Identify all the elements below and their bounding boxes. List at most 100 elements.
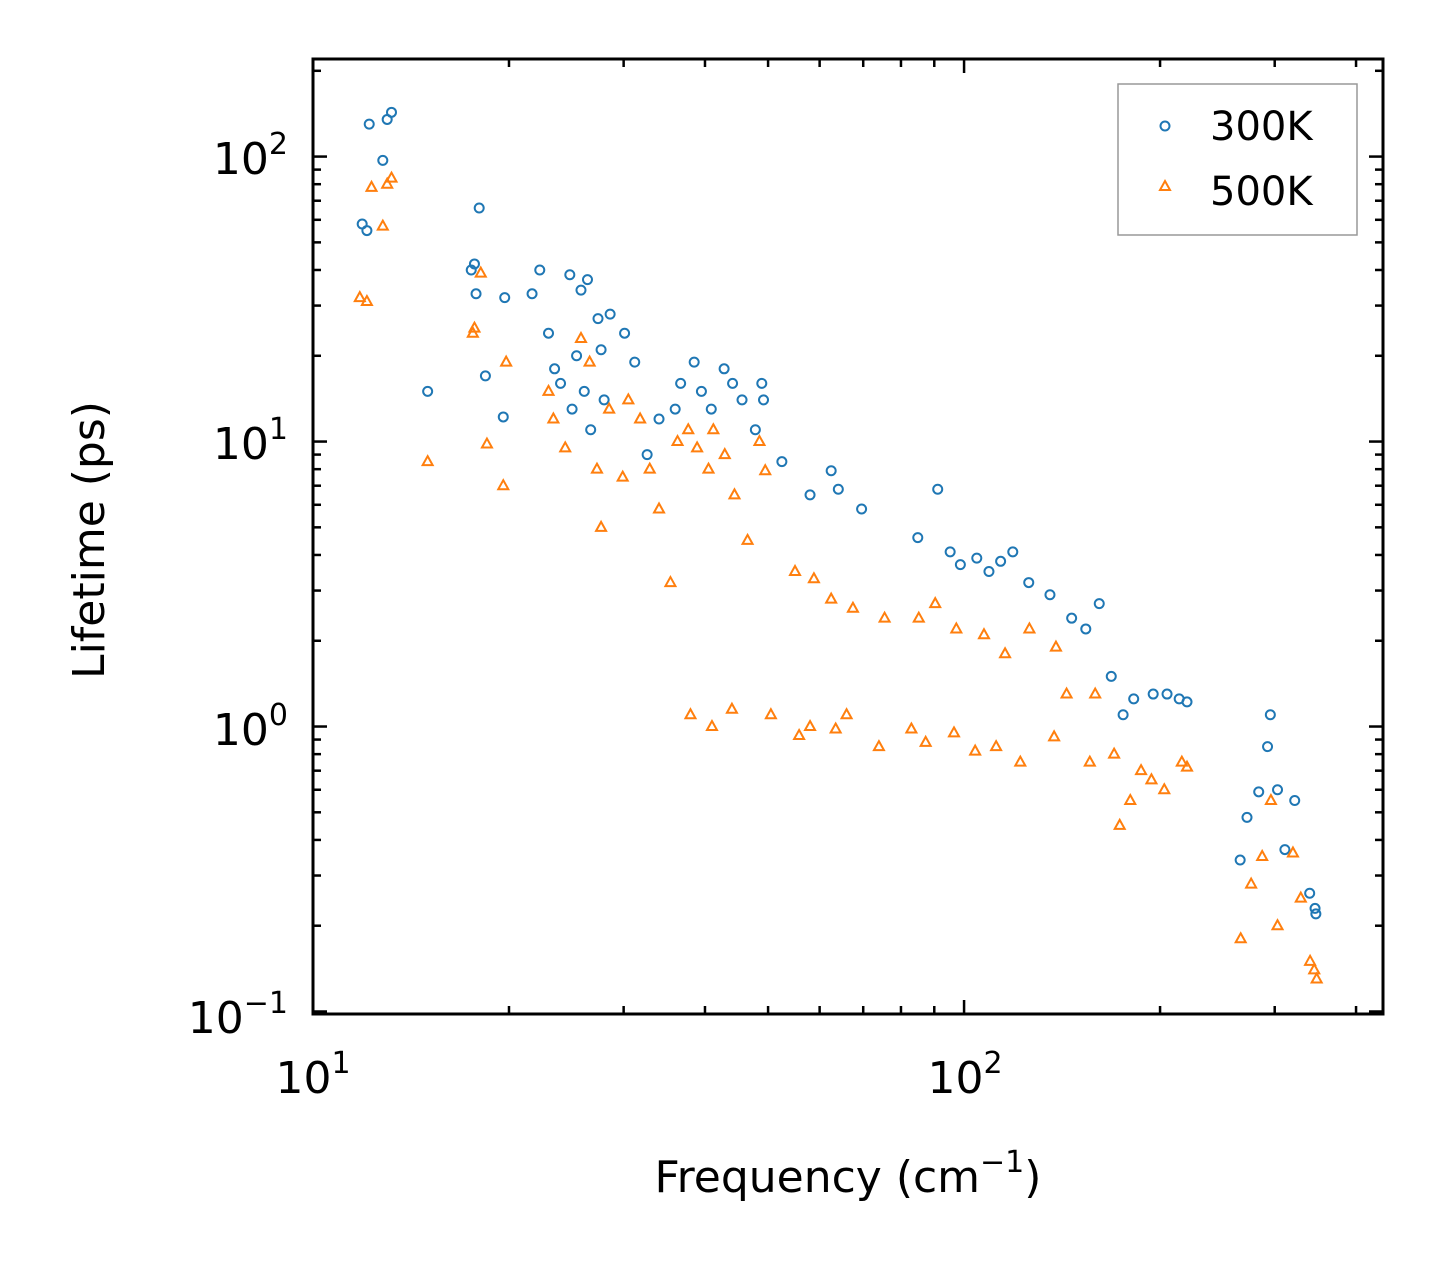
- data-point-300k: [361, 225, 373, 237]
- data-point-300k: [526, 288, 538, 300]
- y-tick-label-0.1: 10−1: [188, 986, 288, 1044]
- data-point-500k: [594, 519, 608, 532]
- data-point-500k: [968, 743, 982, 756]
- data-point-500k: [912, 610, 926, 623]
- data-point-300k: [749, 424, 761, 436]
- data-point-300k: [592, 313, 604, 325]
- data-point-500k: [1244, 876, 1258, 889]
- data-point-500k: [467, 320, 482, 333]
- y-tick-label-10-exp: 1: [269, 412, 288, 447]
- data-point-300k: [1023, 577, 1035, 589]
- data-point-500k: [1144, 772, 1159, 785]
- data-point-500k: [621, 392, 636, 405]
- data-point-500k: [989, 739, 1003, 752]
- data-point-500k: [1303, 953, 1317, 966]
- data-point-300k: [468, 258, 480, 270]
- points-layer: [353, 106, 1324, 984]
- data-point-500k: [683, 707, 698, 720]
- legend-label-500k: 500K: [1210, 169, 1314, 215]
- data-point-500k: [376, 218, 390, 231]
- data-point-300k: [386, 106, 398, 118]
- data-point-500k: [652, 501, 666, 514]
- data-point-500k: [690, 440, 704, 453]
- data-point-500k: [663, 575, 678, 588]
- data-point-300k: [688, 356, 700, 368]
- data-point-500k: [792, 727, 806, 741]
- data-point-300k: [669, 403, 681, 415]
- data-point-300k: [1161, 688, 1173, 700]
- x-tick-label-10: 101: [275, 1046, 350, 1104]
- legend: 300K 500K: [1117, 83, 1358, 236]
- data-point-500k: [364, 179, 379, 192]
- data-point-300k: [604, 308, 616, 320]
- data-point-500k: [872, 739, 886, 752]
- data-point-300k: [1007, 546, 1019, 558]
- data-point-300k: [571, 350, 583, 362]
- data-point-500k: [1113, 817, 1127, 830]
- data-point-300k: [566, 403, 578, 415]
- y-tick-label-10: 101: [213, 412, 288, 470]
- data-point-300k: [1066, 612, 1078, 624]
- data-point-300k: [479, 370, 491, 382]
- data-point-500k: [380, 176, 394, 189]
- data-point-300k: [555, 377, 567, 389]
- data-point-500k: [633, 411, 647, 424]
- data-point-300k: [1279, 844, 1291, 856]
- data-point-500k: [824, 591, 838, 604]
- y-tick-label-10-base: 10: [213, 419, 269, 470]
- data-point-300k: [470, 288, 482, 300]
- data-point-300k: [1272, 784, 1284, 796]
- data-point-500k: [590, 461, 604, 474]
- data-point-500k: [1270, 918, 1285, 931]
- data-point-500k: [828, 721, 843, 734]
- data-point-300k: [1093, 598, 1105, 610]
- data-point-300k: [758, 394, 770, 406]
- data-point-300k: [619, 327, 631, 339]
- data-point-500k: [758, 463, 772, 476]
- y-tick-label-100-base: 10: [213, 134, 269, 185]
- y-tick-label-0.1-base: 10: [188, 993, 244, 1044]
- data-point-300k: [1105, 670, 1117, 682]
- data-point-300k: [804, 489, 816, 501]
- data-point-500k: [839, 707, 854, 720]
- data-point-300k: [1309, 902, 1321, 914]
- data-point-300k: [641, 449, 653, 461]
- data-point-500k: [480, 436, 494, 449]
- data-point-500k: [788, 563, 802, 576]
- data-point-300k: [377, 154, 389, 166]
- x-axis-label-sup: −1: [980, 1145, 1024, 1180]
- data-point-300k: [1128, 693, 1140, 705]
- data-point-500k: [998, 646, 1012, 659]
- data-point-300k: [578, 385, 590, 397]
- y-tick-label-1-exp: 0: [269, 698, 288, 733]
- data-point-300k: [598, 394, 610, 406]
- data-point-500k: [947, 725, 961, 738]
- data-point-300k: [983, 565, 995, 577]
- data-point-500k: [718, 447, 732, 460]
- data-point-300k: [971, 552, 983, 564]
- y-tick-label-100-exp: 2: [269, 127, 288, 162]
- data-point-500k: [1107, 746, 1121, 759]
- data-point-500k: [643, 461, 657, 474]
- data-point-300k: [549, 363, 561, 375]
- data-point-300k: [995, 555, 1007, 567]
- data-point-500k: [1134, 763, 1148, 776]
- y-tick-label-100: 102: [213, 127, 288, 185]
- data-point-500k: [615, 469, 630, 482]
- data-point-300k: [1241, 811, 1253, 823]
- data-point-500k: [1255, 848, 1269, 861]
- data-point-500k: [1309, 971, 1324, 984]
- plot-frame: [311, 57, 1385, 1016]
- series-300k: [356, 106, 1322, 920]
- data-point-300k: [543, 327, 555, 339]
- data-point-300k: [497, 411, 509, 423]
- data-point-500k: [740, 532, 755, 545]
- legend-label-300k: 300K: [1210, 104, 1314, 150]
- data-point-500k: [681, 422, 695, 435]
- series-500k: [353, 170, 1324, 984]
- data-point-300k: [932, 483, 944, 495]
- data-point-500k: [1157, 782, 1171, 795]
- data-point-300k: [705, 403, 717, 415]
- x-tick-label-10-exp: 1: [331, 1046, 350, 1081]
- data-point-300k: [695, 385, 707, 397]
